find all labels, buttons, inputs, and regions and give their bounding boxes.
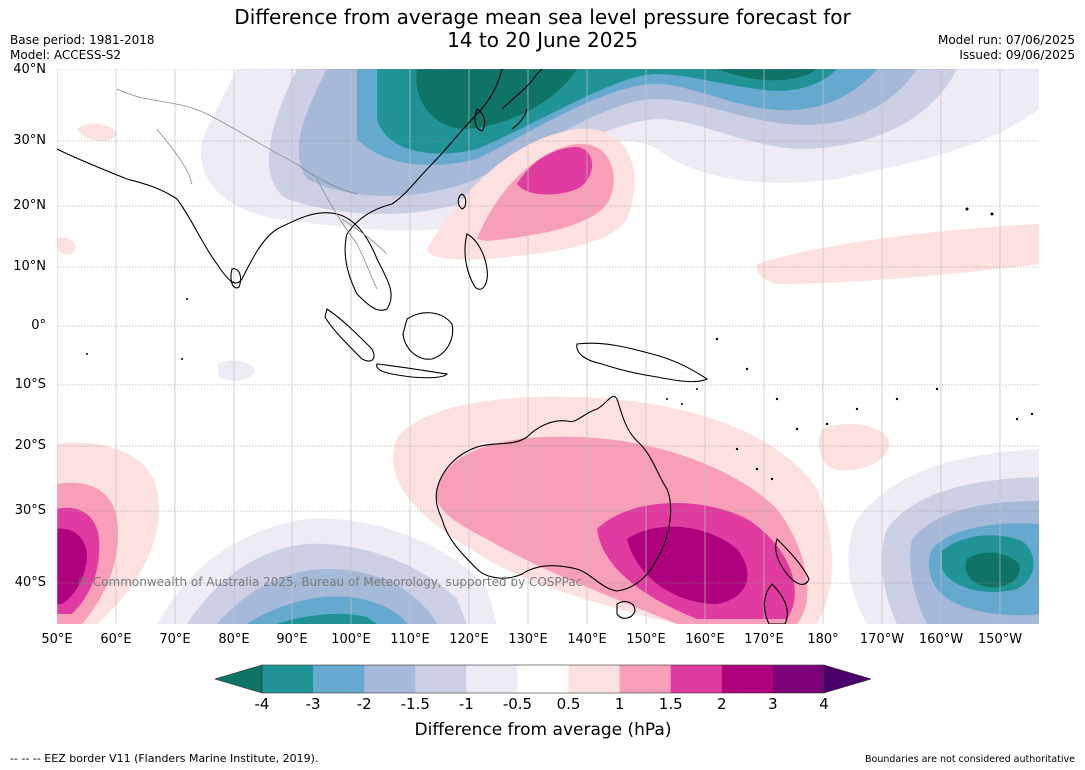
lat-label-20s: 20°S bbox=[14, 438, 46, 453]
korea-coast bbox=[474, 108, 486, 132]
lat-label-10n: 10°N bbox=[13, 259, 46, 274]
base-period-label: Base period: 1981-2018 bbox=[10, 33, 155, 47]
lon-label-110e: 110°E bbox=[390, 632, 430, 647]
lon-label-150w: 150°W bbox=[977, 632, 1023, 647]
lon-label-160e: 160°E bbox=[685, 632, 725, 647]
model-label: Model: ACCESS-S2 bbox=[10, 48, 122, 62]
lat-label-30n: 30°N bbox=[13, 133, 46, 148]
pacific-islands bbox=[86, 207, 1034, 481]
lon-label-130e: 130°E bbox=[508, 632, 548, 647]
lon-label-180: 180° bbox=[807, 632, 839, 647]
tasmania-coast bbox=[616, 601, 636, 619]
negative-anomaly-north bbox=[200, 69, 1039, 231]
lat-label-0: 0° bbox=[31, 318, 46, 333]
colorbar-swatch bbox=[721, 665, 774, 693]
colorbar-swatch bbox=[517, 665, 570, 693]
lon-label-70e: 70°E bbox=[159, 632, 191, 647]
philippines-coast bbox=[464, 233, 488, 290]
negative-anomaly-blob bbox=[217, 360, 255, 381]
positive-anomaly-nw-pacific bbox=[77, 123, 1039, 284]
colorbar-tick-label: 1 bbox=[614, 695, 625, 713]
taiwan-coast bbox=[457, 193, 467, 210]
japan-coast bbox=[501, 69, 543, 130]
sumatra-coast bbox=[324, 308, 375, 362]
new-zealand-coast bbox=[763, 537, 810, 624]
lon-label-100e: 100°E bbox=[331, 632, 371, 647]
asia-coast bbox=[57, 69, 503, 311]
colorbar-swatch bbox=[619, 665, 672, 693]
sri-lanka-coast bbox=[230, 268, 242, 289]
colorbar-tick-label: -0.5 bbox=[502, 695, 533, 713]
lat-label-40n: 40°N bbox=[13, 62, 46, 77]
colorbar-swatch bbox=[466, 665, 518, 693]
colorbar-extend-high bbox=[823, 664, 871, 694]
lon-label-60e: 60°E bbox=[100, 632, 132, 647]
copyright-notice: © Commonwealth of Australia 2025, Bureau… bbox=[77, 575, 583, 589]
colorbar-swatch bbox=[262, 665, 314, 693]
java-coast bbox=[376, 363, 449, 379]
positive-anomaly-west bbox=[57, 442, 159, 624]
lon-label-170e: 170°E bbox=[744, 632, 784, 647]
australia-coast bbox=[435, 395, 672, 592]
borneo-coast bbox=[402, 312, 454, 360]
colorbar-tick-label: 2 bbox=[717, 695, 727, 713]
lon-label-170w: 170°W bbox=[859, 632, 905, 647]
country-borders bbox=[116, 88, 388, 290]
map-title-line1: Difference from average mean sea level p… bbox=[234, 5, 851, 29]
colorbar-swatches bbox=[215, 664, 871, 694]
positive-anomaly-australia bbox=[393, 396, 889, 624]
new-guinea-coast bbox=[576, 342, 709, 383]
colorbar-swatch bbox=[568, 665, 621, 693]
colorbar-tick-label: 4 bbox=[819, 695, 829, 713]
colorbar-swatch bbox=[364, 665, 416, 693]
colorbar-swatch bbox=[313, 665, 365, 693]
colorbar-tick-label: -1.5 bbox=[400, 695, 430, 713]
lon-label-120e: 120°E bbox=[449, 632, 489, 647]
coastlines bbox=[57, 69, 810, 624]
lon-label-80e: 80°E bbox=[218, 632, 250, 647]
lon-label-140e: 140°E bbox=[567, 632, 607, 647]
map-title-line2: 14 to 20 June 2025 bbox=[447, 28, 638, 52]
positive-anomaly-blob bbox=[57, 237, 76, 255]
boundaries-disclaimer: Boundaries are not considered authoritat… bbox=[865, 754, 1075, 765]
lon-label-50e: 50°E bbox=[41, 632, 73, 647]
colorbar-swatch bbox=[415, 665, 467, 693]
lon-label-90e: 90°E bbox=[276, 632, 308, 647]
lat-label-20n: 20°N bbox=[13, 198, 46, 213]
colorbar-tick-label: -4 bbox=[254, 695, 270, 713]
lat-label-30s: 30°S bbox=[14, 503, 46, 518]
colorbar-tick-label: 0.5 bbox=[556, 695, 581, 713]
colorbar-extend-low bbox=[215, 664, 263, 694]
colorbar-swatch bbox=[772, 665, 825, 693]
lon-label-160w: 160°W bbox=[918, 632, 964, 647]
colorbar-swatch bbox=[670, 665, 723, 693]
colorbar-tick-label: 3 bbox=[768, 695, 778, 713]
lat-label-40s: 40°S bbox=[14, 575, 46, 590]
lat-label-10s: 10°S bbox=[14, 377, 46, 392]
pressure-anomaly-map bbox=[57, 69, 1039, 624]
model-run-label: Model run: 07/06/2025 bbox=[937, 33, 1075, 47]
eez-border-legend: -- -- -- EEZ border V11 (Flanders Marine… bbox=[10, 752, 319, 765]
colorbar-tick-label: 1.5 bbox=[658, 695, 683, 713]
lon-label-150e: 150°E bbox=[626, 632, 666, 647]
issued-label: Issued: 09/06/2025 bbox=[959, 48, 1075, 62]
meridians bbox=[57, 69, 1001, 624]
colorbar bbox=[215, 664, 871, 694]
negative-anomaly-south bbox=[157, 449, 1039, 624]
colorbar-tick-label: -3 bbox=[305, 695, 321, 713]
colorbar-tick-label: -2 bbox=[356, 695, 372, 713]
colorbar-tick-label: -1 bbox=[458, 695, 474, 713]
colorbar-title: Difference from average (hPa) bbox=[414, 720, 672, 740]
